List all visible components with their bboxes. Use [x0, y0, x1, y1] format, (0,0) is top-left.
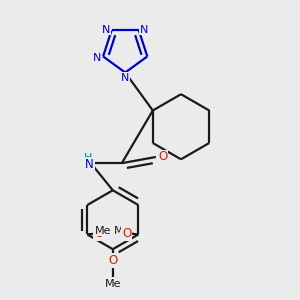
- Text: O: O: [108, 254, 117, 267]
- Text: N: N: [85, 158, 94, 171]
- Text: Me: Me: [95, 226, 112, 236]
- Text: O: O: [158, 151, 167, 164]
- Text: N: N: [93, 53, 101, 63]
- Text: N: N: [102, 25, 110, 34]
- Text: N: N: [121, 73, 129, 83]
- Text: N: N: [140, 25, 148, 34]
- Text: Me: Me: [114, 226, 130, 236]
- Text: H: H: [84, 153, 92, 163]
- Text: Me: Me: [105, 279, 121, 289]
- Text: O: O: [122, 227, 131, 240]
- Text: O: O: [94, 227, 103, 240]
